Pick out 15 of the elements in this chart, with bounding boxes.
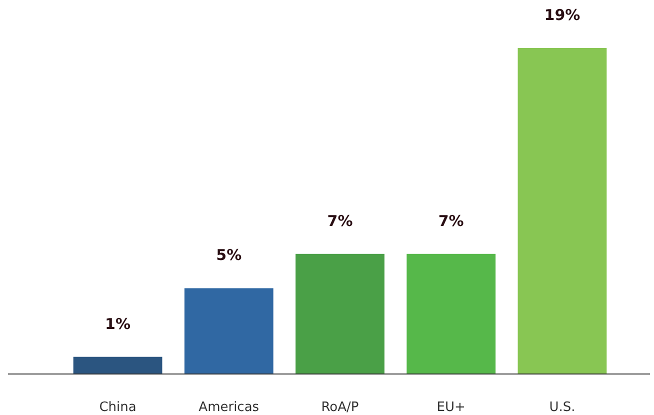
bar [73, 356, 162, 374]
x-tick-label: China [99, 400, 136, 415]
data-label: 1% [105, 314, 131, 333]
data-label: 5% [216, 246, 242, 264]
data-label: 7% [327, 212, 353, 230]
x-tick-label: EU+ [436, 400, 466, 415]
data-label: 19% [544, 6, 580, 24]
bar [406, 254, 496, 374]
bar [184, 288, 274, 374]
x-tick-label: Americas [198, 400, 260, 415]
x-tick-label: U.S. [549, 400, 576, 415]
data-label: 7% [438, 212, 464, 230]
bar [296, 254, 384, 374]
x-tick-label: RoA/P [321, 400, 359, 415]
bar [518, 48, 607, 374]
